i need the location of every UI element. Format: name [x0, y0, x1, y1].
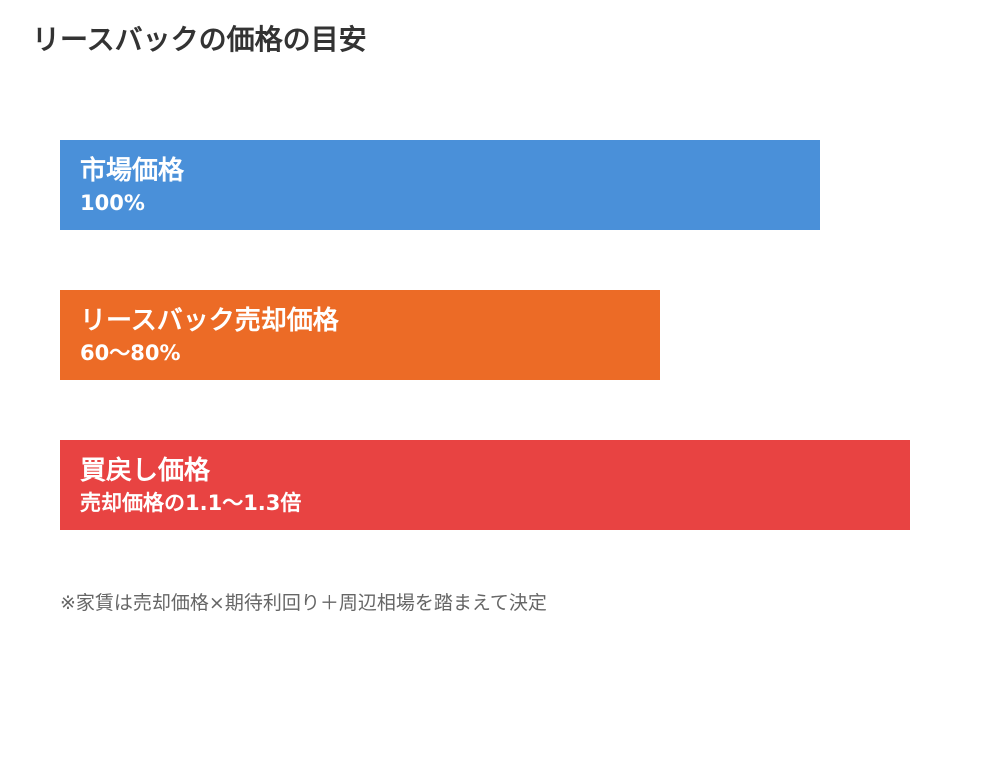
bar-value-label: 60〜80%	[80, 341, 181, 365]
bar-leaseback-sale-price: リースバック売却価格 60〜80%	[60, 290, 660, 380]
bar-label: 市場価格	[80, 156, 185, 186]
bar-chart: 市場価格 100% リースバック売却価格 60〜80% 買戻し価格 売却価格の1…	[60, 140, 960, 590]
chart-title: リースバックの価格の目安	[32, 23, 367, 56]
bar-value-label: 100%	[80, 191, 145, 215]
bar-value-label: 売却価格の1.1〜1.3倍	[80, 491, 302, 515]
bar-buyback-price: 買戻し価格 売却価格の1.1〜1.3倍	[60, 440, 910, 530]
bar-label: リースバック売却価格	[80, 306, 339, 336]
footnote: ※家賃は売却価格×期待利回り＋周辺相場を踏まえて決定	[60, 592, 547, 614]
bar-label: 買戻し価格	[80, 456, 211, 486]
bar-market-price: 市場価格 100%	[60, 140, 820, 230]
